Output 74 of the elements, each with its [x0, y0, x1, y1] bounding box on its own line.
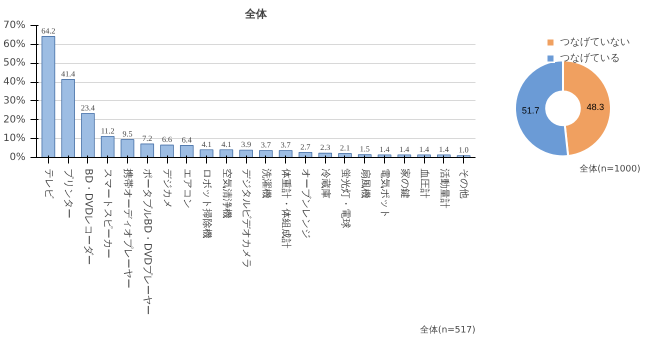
data-label: 1.4 — [419, 144, 430, 154]
x-tick-label: テレビ — [42, 168, 54, 200]
y-tick-label: 40% — [3, 76, 26, 88]
bar — [160, 144, 174, 158]
x-tick-label: オーブンレンジ — [300, 168, 312, 238]
data-label: 1.4 — [380, 144, 390, 154]
bar — [200, 149, 214, 158]
data-label: 64.2 — [41, 26, 56, 36]
bar — [120, 139, 134, 158]
data-label: 6.4 — [182, 135, 192, 144]
x-tick-label: 家の鍵 — [398, 168, 411, 198]
y-tick-label: 10% — [3, 133, 26, 144]
data-label: 11.2 — [100, 126, 115, 136]
x-tick-label: プリンター — [62, 168, 75, 218]
legend-label: つなげている — [560, 52, 620, 65]
data-label: 41.4 — [61, 69, 76, 78]
x-tick-label: デジカメ — [162, 168, 173, 208]
x-tick-label: ロボット掃除機 — [201, 168, 214, 238]
data-label: 2.1 — [340, 144, 350, 153]
bar — [338, 153, 352, 158]
x-tick-label: デジタルビデオカメラ — [240, 168, 252, 268]
data-label: 1.4 — [438, 144, 449, 154]
x-tick-label: 電気ポット — [379, 168, 390, 218]
x-tick-label: スマートスピーカー — [102, 168, 114, 258]
x-tick-label: 扇風機 — [359, 168, 372, 198]
bar — [278, 150, 292, 158]
x-tick-label: 冷蔵庫 — [320, 168, 332, 198]
data-label: 4.1 — [202, 140, 212, 149]
y-tick-label: 70% — [3, 20, 26, 31]
text: 全体(n=517) — [420, 324, 476, 336]
bar — [140, 144, 154, 158]
bar — [42, 36, 56, 158]
data-label: 7.2 — [142, 134, 152, 143]
data-label: 3.9 — [241, 140, 252, 150]
bar — [220, 149, 234, 158]
data-label: 1.0 — [458, 146, 469, 155]
data-label: 2.7 — [300, 142, 310, 152]
bar — [259, 150, 273, 158]
data-label: 6.6 — [162, 135, 172, 144]
data-label: 9.5 — [122, 130, 132, 139]
data-label: 1.4 — [399, 144, 410, 154]
x-tick-label: 蛍光灯・電球 — [339, 168, 352, 228]
x-tick-label: 血圧計 — [418, 168, 431, 198]
x-tick-label: 携帯オーディオプレーヤー — [122, 168, 134, 288]
x-tick-label: その他 — [458, 168, 470, 198]
bar — [239, 150, 253, 158]
x-tick-label: エアコン — [181, 168, 192, 208]
x-tick-label: ポータブルBD・DVDプレーヤー — [142, 168, 154, 316]
data-label: 51.7 — [522, 106, 540, 116]
bar — [100, 136, 115, 158]
y-tick-label: 50% — [3, 58, 26, 69]
x-tick-label: BD・DVDレコーダー — [82, 168, 94, 266]
data-label: 48.3 — [586, 102, 604, 112]
data-label: 2.3 — [320, 143, 330, 152]
data-label: 3.7 — [280, 140, 291, 150]
data-label: 3.7 — [260, 140, 271, 150]
chart-title: 全体 — [244, 8, 268, 20]
data-label: 23.4 — [80, 103, 95, 112]
bar — [180, 145, 194, 158]
text: 全体(n=1000) — [579, 164, 640, 174]
x-tick-label: 体重計・体組成計 — [280, 168, 292, 248]
y-tick-label: 20% — [3, 114, 26, 126]
legend-label: つなげていない — [560, 36, 630, 49]
x-tick-label: 空気清浄機 — [220, 168, 233, 218]
x-tick-label: 活動量計 — [438, 168, 450, 208]
y-tick-label: 60% — [3, 38, 26, 50]
x-tick-label: 洗濯機 — [260, 168, 272, 198]
bar — [81, 112, 95, 158]
data-label: 4.1 — [221, 140, 232, 149]
y-tick-label: 30% — [3, 95, 26, 106]
y-tick-label: 0% — [10, 152, 26, 163]
data-label: 1.5 — [360, 144, 370, 154]
bar — [298, 152, 312, 158]
bar — [61, 79, 75, 158]
